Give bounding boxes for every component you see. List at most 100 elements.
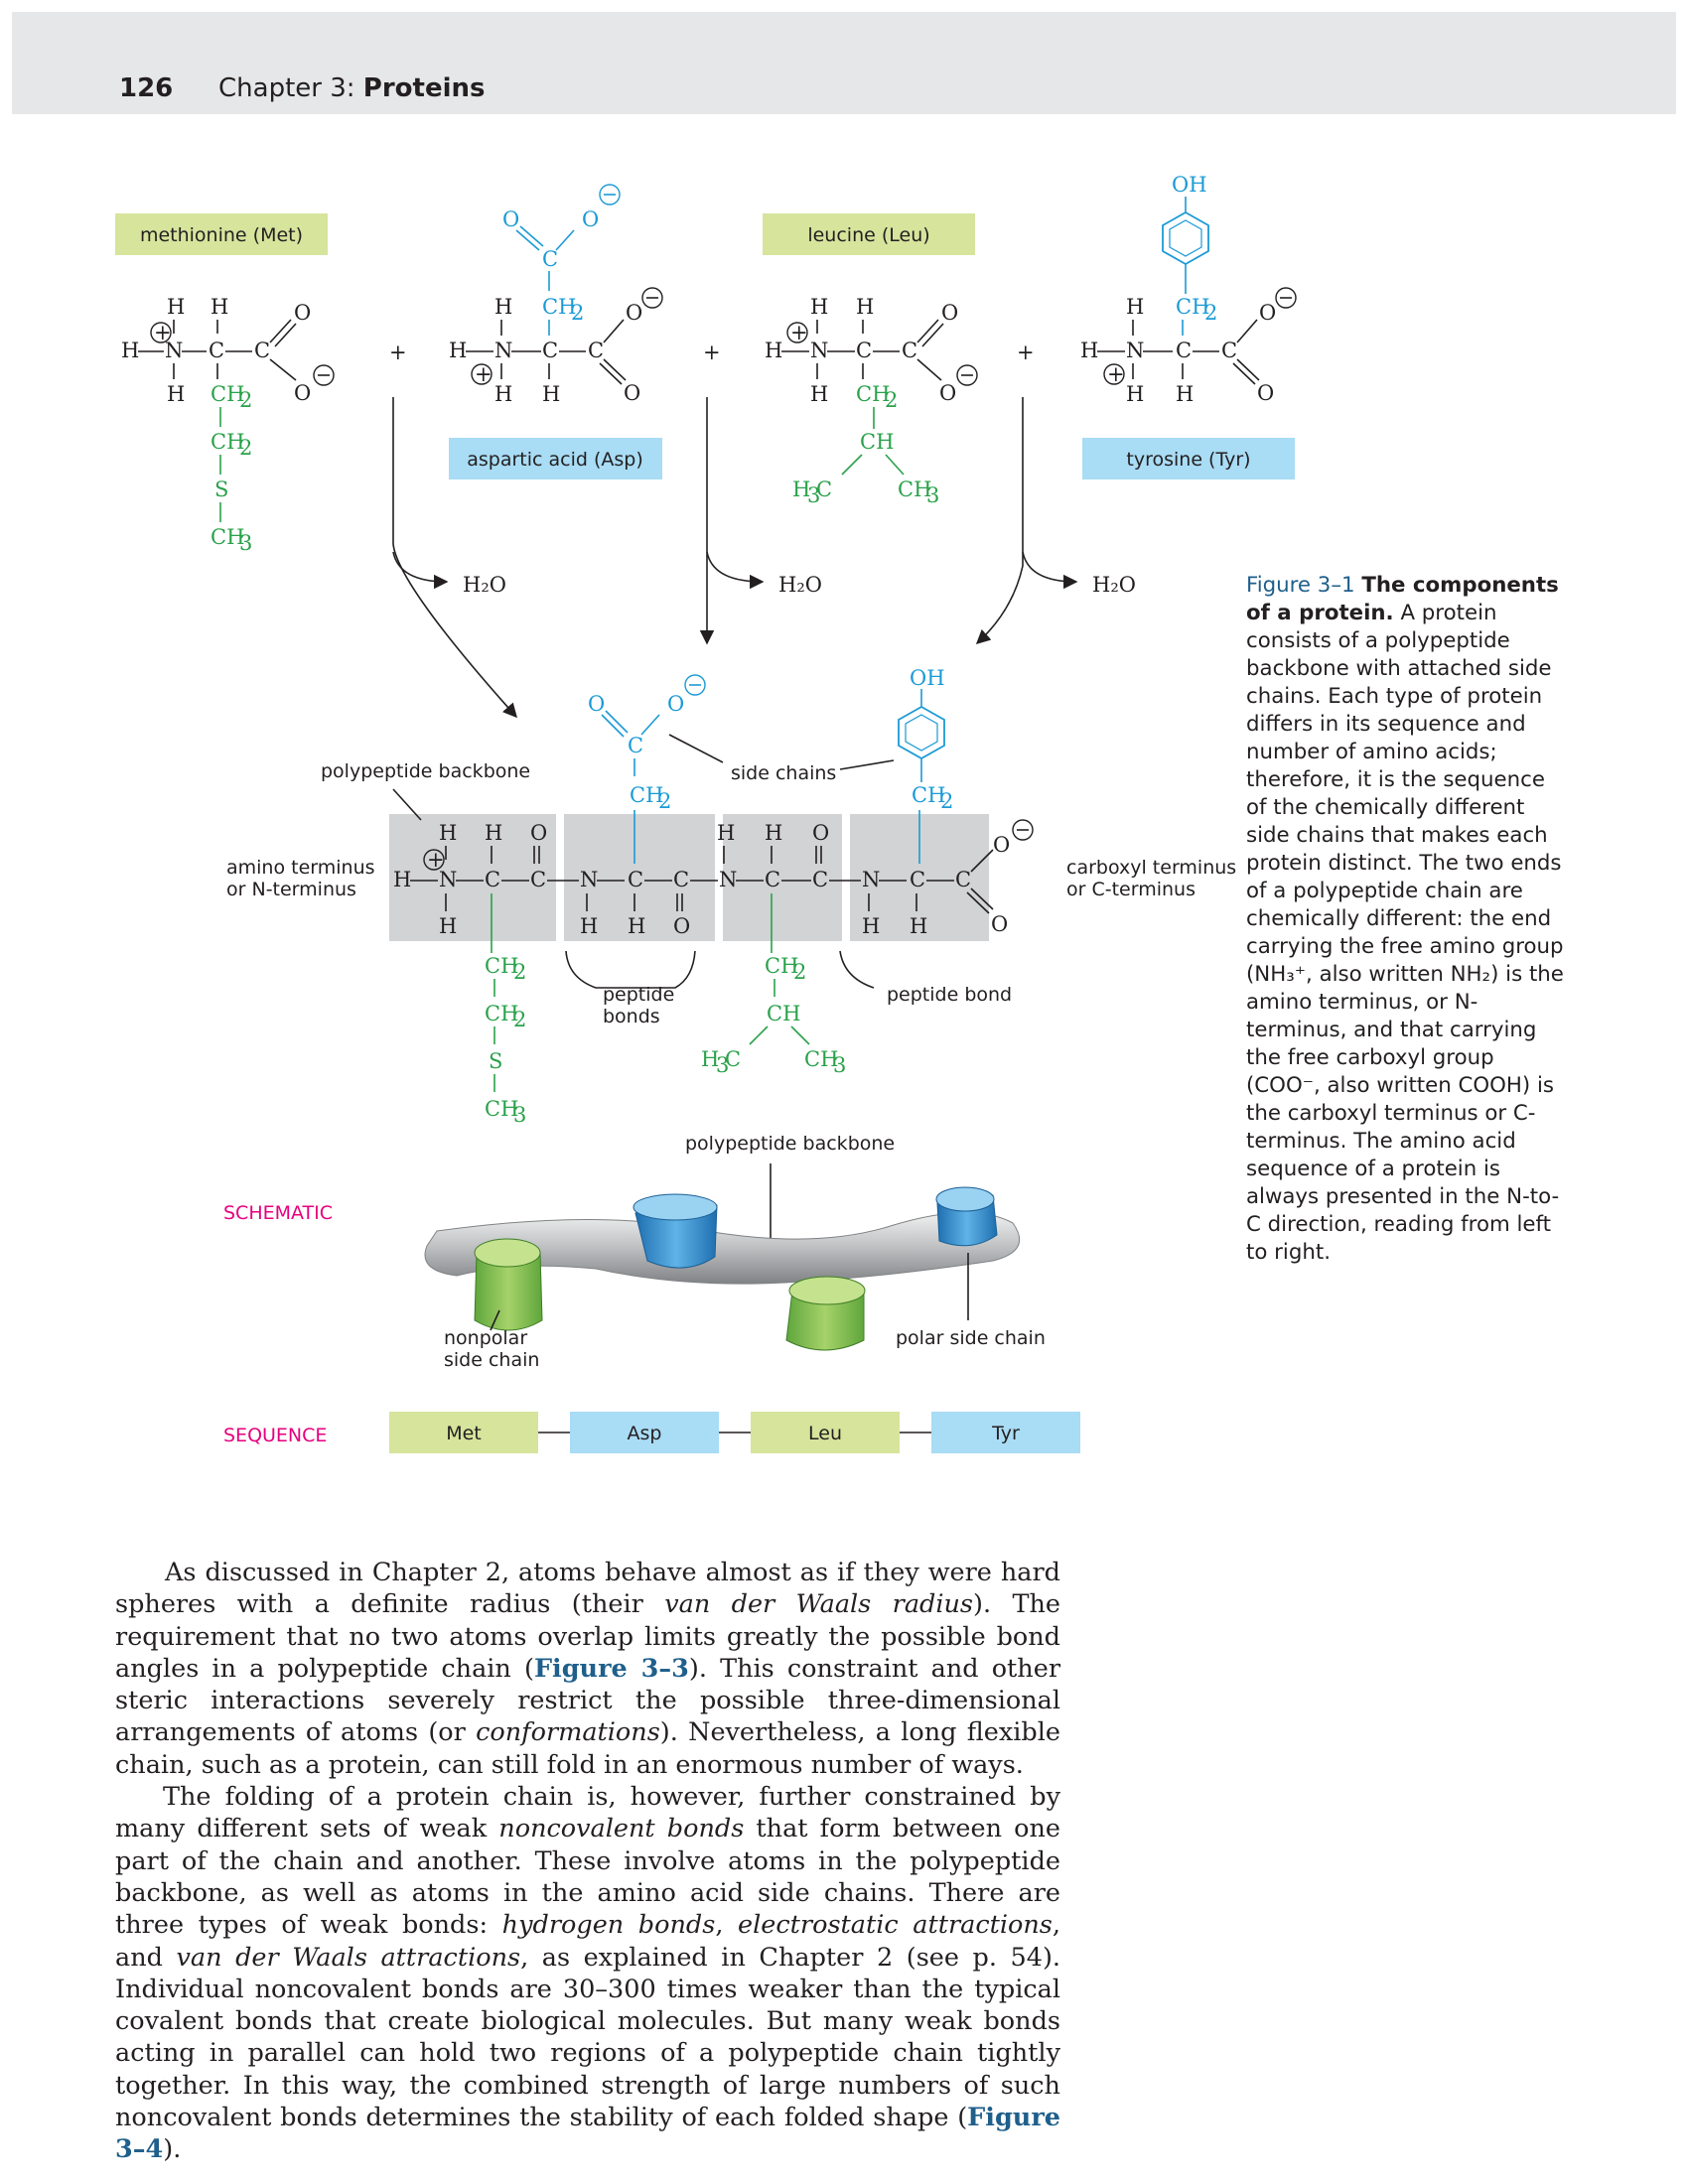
svg-text:O: O — [588, 692, 605, 716]
svg-text:C: C — [254, 339, 270, 362]
svg-text:C: C — [1176, 339, 1192, 362]
svg-text:O: O — [991, 912, 1008, 936]
text-run: ). Never­theless, a long flexible chain,… — [115, 1717, 1060, 1780]
nonpolar-label-2: side chain — [444, 1349, 539, 1371]
svg-text:2: 2 — [885, 388, 898, 412]
figure-reference-link[interactable]: Figure 3–3 — [533, 1653, 689, 1684]
svg-text:+: + — [1107, 362, 1125, 386]
svg-text:C: C — [209, 339, 224, 362]
caption-title: The components of a protein. — [1246, 573, 1559, 625]
side-chains-label: side chains — [731, 762, 836, 784]
svg-text:N: N — [810, 339, 828, 362]
svg-text:O: O — [502, 207, 519, 231]
plus-sign: + — [703, 341, 721, 364]
svg-text:O: O — [294, 381, 311, 405]
svg-text:C: C — [1221, 339, 1237, 362]
chapter-prefix: Chapter 3: — [218, 73, 363, 103]
svg-text:N: N — [862, 868, 880, 891]
text-run: , as explained in Chapter 2 (see p. 54).… — [115, 1942, 1061, 2133]
svg-text:O: O — [993, 833, 1010, 857]
svg-text:2: 2 — [239, 388, 252, 412]
peptide-bonds-bracket — [565, 950, 696, 989]
svg-text:N: N — [719, 868, 737, 891]
svg-text:CH: CH — [211, 382, 244, 406]
svg-text:+: + — [475, 362, 492, 386]
amino-terminus-label-2: or N-terminus — [226, 879, 356, 900]
svg-text:C: C — [588, 339, 604, 362]
svg-text:C: C — [910, 868, 925, 891]
svg-text:H: H — [765, 821, 782, 845]
schematic-drawing — [424, 1186, 1021, 1351]
svg-text:O: O — [667, 692, 684, 716]
svg-text:C: C — [542, 247, 558, 271]
svg-text:H: H — [211, 295, 228, 319]
plus-sign: + — [1017, 341, 1035, 364]
svg-text:3: 3 — [239, 531, 252, 555]
sequence-row: Met Asp Leu Tyr — [389, 1412, 1080, 1453]
svg-text:C: C — [955, 868, 971, 891]
svg-text:CH: CH — [1176, 295, 1209, 319]
svg-text:O: O — [582, 207, 599, 231]
water-release-arrow — [706, 551, 765, 590]
svg-text:C: C — [812, 868, 828, 891]
sequence-label: SEQUENCE — [223, 1425, 327, 1446]
peptide-bond-pointer — [839, 950, 875, 989]
svg-text:C: C — [816, 478, 832, 501]
water-release-arrow — [1022, 551, 1078, 590]
caption-text: A protein consists of a polypeptide back… — [1246, 601, 1564, 1265]
svg-text:O: O — [626, 301, 642, 325]
text-run: that form between one part of the chain … — [115, 1814, 1060, 1941]
svg-text:C: C — [902, 339, 917, 362]
svg-text:C: C — [628, 734, 643, 757]
svg-text:H: H — [580, 914, 598, 938]
svg-text:H: H — [1126, 295, 1144, 319]
water-label: H₂O — [778, 573, 822, 597]
svg-text:CH: CH — [856, 382, 890, 406]
svg-text:OH: OH — [1172, 173, 1207, 197]
emphasis: van der Waals radius — [664, 1589, 974, 1620]
emphasis: electrostatic attractions — [738, 1910, 1053, 1941]
asp-label: aspartic acid (Asp) — [467, 449, 643, 471]
svg-text:H: H — [792, 478, 810, 501]
reaction-arrow — [392, 397, 517, 719]
svg-text:2: 2 — [793, 960, 806, 984]
svg-text:H: H — [701, 1047, 719, 1071]
svg-text:H: H — [167, 295, 185, 319]
svg-text:C: C — [673, 868, 689, 891]
svg-text:O: O — [812, 821, 829, 845]
svg-text:+: + — [790, 321, 808, 344]
chapter-title: Chapter 3: Proteins — [218, 73, 485, 103]
carboxyl-terminus-label-2: or C-terminus — [1066, 879, 1196, 900]
svg-text:CH: CH — [765, 954, 798, 978]
svg-text:H: H — [121, 339, 139, 362]
sequence-box-met — [389, 1412, 538, 1453]
figure-reference-link[interactable]: Figure 3–4 — [115, 2103, 1060, 2165]
emphasis: noncovalent bonds — [498, 1814, 745, 1844]
svg-text:N: N — [165, 339, 183, 362]
water-release-arrow — [392, 551, 449, 590]
svg-text:H: H — [439, 821, 457, 845]
svg-text:CH: CH — [767, 1002, 800, 1025]
svg-text:H: H — [628, 914, 645, 938]
peptide-bonds-label: peptide — [603, 984, 674, 1006]
figure-caption: Figure 3–1 The components of a protein. … — [1246, 572, 1569, 1267]
svg-text:S: S — [214, 478, 228, 501]
svg-text:O: O — [1257, 381, 1274, 405]
svg-text:OH: OH — [910, 666, 945, 690]
svg-text:H: H — [862, 914, 880, 938]
svg-text:CH: CH — [898, 478, 931, 501]
svg-text:C: C — [628, 868, 643, 891]
svg-text:CH: CH — [485, 1002, 518, 1025]
polar-side-chain-label: polar side chain — [896, 1327, 1046, 1349]
nonpolar-label: nonpolar — [444, 1327, 527, 1349]
peptide-bond-label: peptide bond — [887, 984, 1012, 1006]
polypeptide-backbone-label-2: polypeptide backbone — [685, 1133, 895, 1155]
svg-text:C: C — [856, 339, 872, 362]
svg-text:O: O — [530, 821, 547, 845]
sequence-box-asp — [570, 1412, 719, 1453]
met-label: methionine (Met) — [140, 224, 303, 246]
tyrosine-structure: OH H CH2 H N C C O O + H H — [1080, 173, 1297, 406]
svg-text:O: O — [1259, 301, 1276, 325]
backbone-segment — [389, 814, 556, 941]
svg-text:O: O — [939, 381, 956, 405]
